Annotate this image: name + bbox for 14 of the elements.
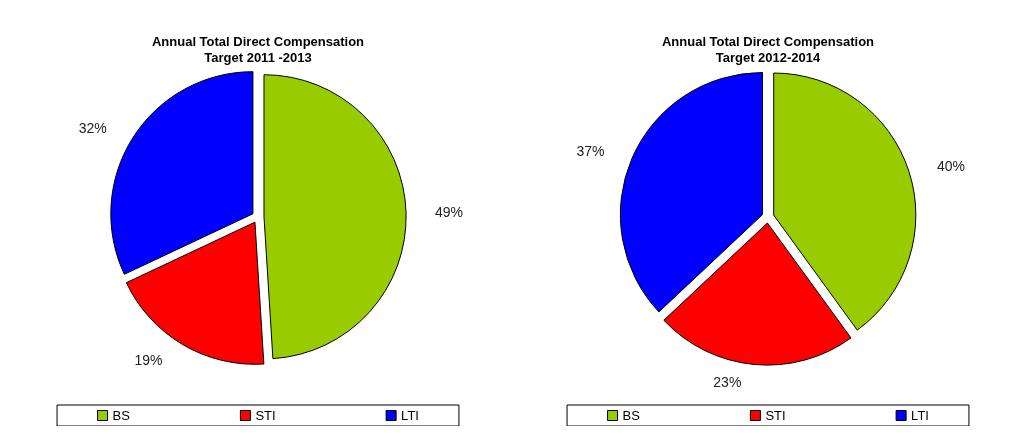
legend-label: STI <box>765 408 786 423</box>
data-label: 49% <box>435 203 464 220</box>
data-label: 32% <box>78 119 107 136</box>
data-label: 23% <box>713 374 742 391</box>
chart-title: Annual Total Direct Compensation Target 2012-2014 <box>661 33 875 65</box>
legend-label: LTI <box>911 408 929 423</box>
legend-label: BS <box>112 408 131 423</box>
data-label: 37% <box>576 143 605 160</box>
data-label: 19% <box>134 351 163 368</box>
chart-title: Annual Total Direct Compensation Target 2011 -2013 <box>151 33 365 65</box>
legend-label: STI <box>255 408 276 423</box>
legend-label: LTI <box>401 408 419 423</box>
legend-label: BS <box>622 408 641 423</box>
data-label: 40% <box>936 157 966 174</box>
